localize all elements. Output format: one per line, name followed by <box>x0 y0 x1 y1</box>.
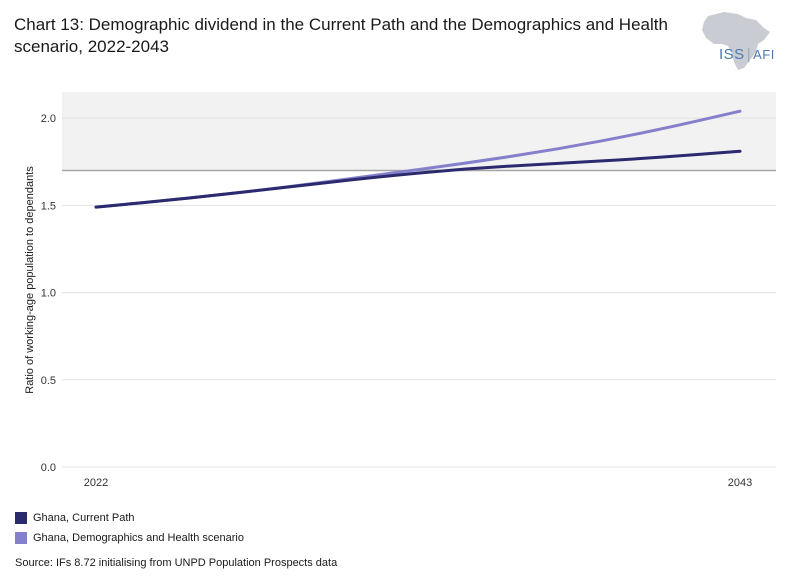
y-tick-label: 0.0 <box>41 462 56 474</box>
x-tick-label: 2022 <box>84 477 108 489</box>
chart-title-line-2: scenario, 2022-2043 <box>14 37 170 56</box>
y-tick-label: 1.0 <box>41 288 56 300</box>
iss-afi-logo: ISS | AFI <box>719 46 775 63</box>
africa-map-icon <box>702 12 770 70</box>
y-tick-label: 2.0 <box>41 113 56 125</box>
source-note: Source: IFs 8.72 initialising from UNPD … <box>15 557 338 569</box>
threshold-band <box>62 92 776 171</box>
y-tick-label: 0.5 <box>41 375 56 387</box>
y-tick-label: 1.5 <box>41 200 56 212</box>
series-line-current-path <box>94 149 742 209</box>
legend-swatch-current-path <box>15 512 27 524</box>
legend: Ghana, Current Path Ghana, Demographics … <box>15 509 244 549</box>
legend-label-current-path: Ghana, Current Path <box>33 512 135 524</box>
legend-item-current-path: Ghana, Current Path <box>15 509 244 527</box>
chart-title: Chart 13: Demographic dividend in the Cu… <box>14 14 704 58</box>
legend-swatch-scenario <box>15 532 27 544</box>
y-axis-label: Ratio of working-age population to depen… <box>24 166 36 394</box>
chart-title-line-1: Chart 13: Demographic dividend in the Cu… <box>14 15 668 34</box>
legend-item-scenario: Ghana, Demographics and Health scenario <box>15 529 244 547</box>
legend-label-scenario: Ghana, Demographics and Health scenario <box>33 532 244 544</box>
x-tick-label: 2043 <box>728 477 752 489</box>
